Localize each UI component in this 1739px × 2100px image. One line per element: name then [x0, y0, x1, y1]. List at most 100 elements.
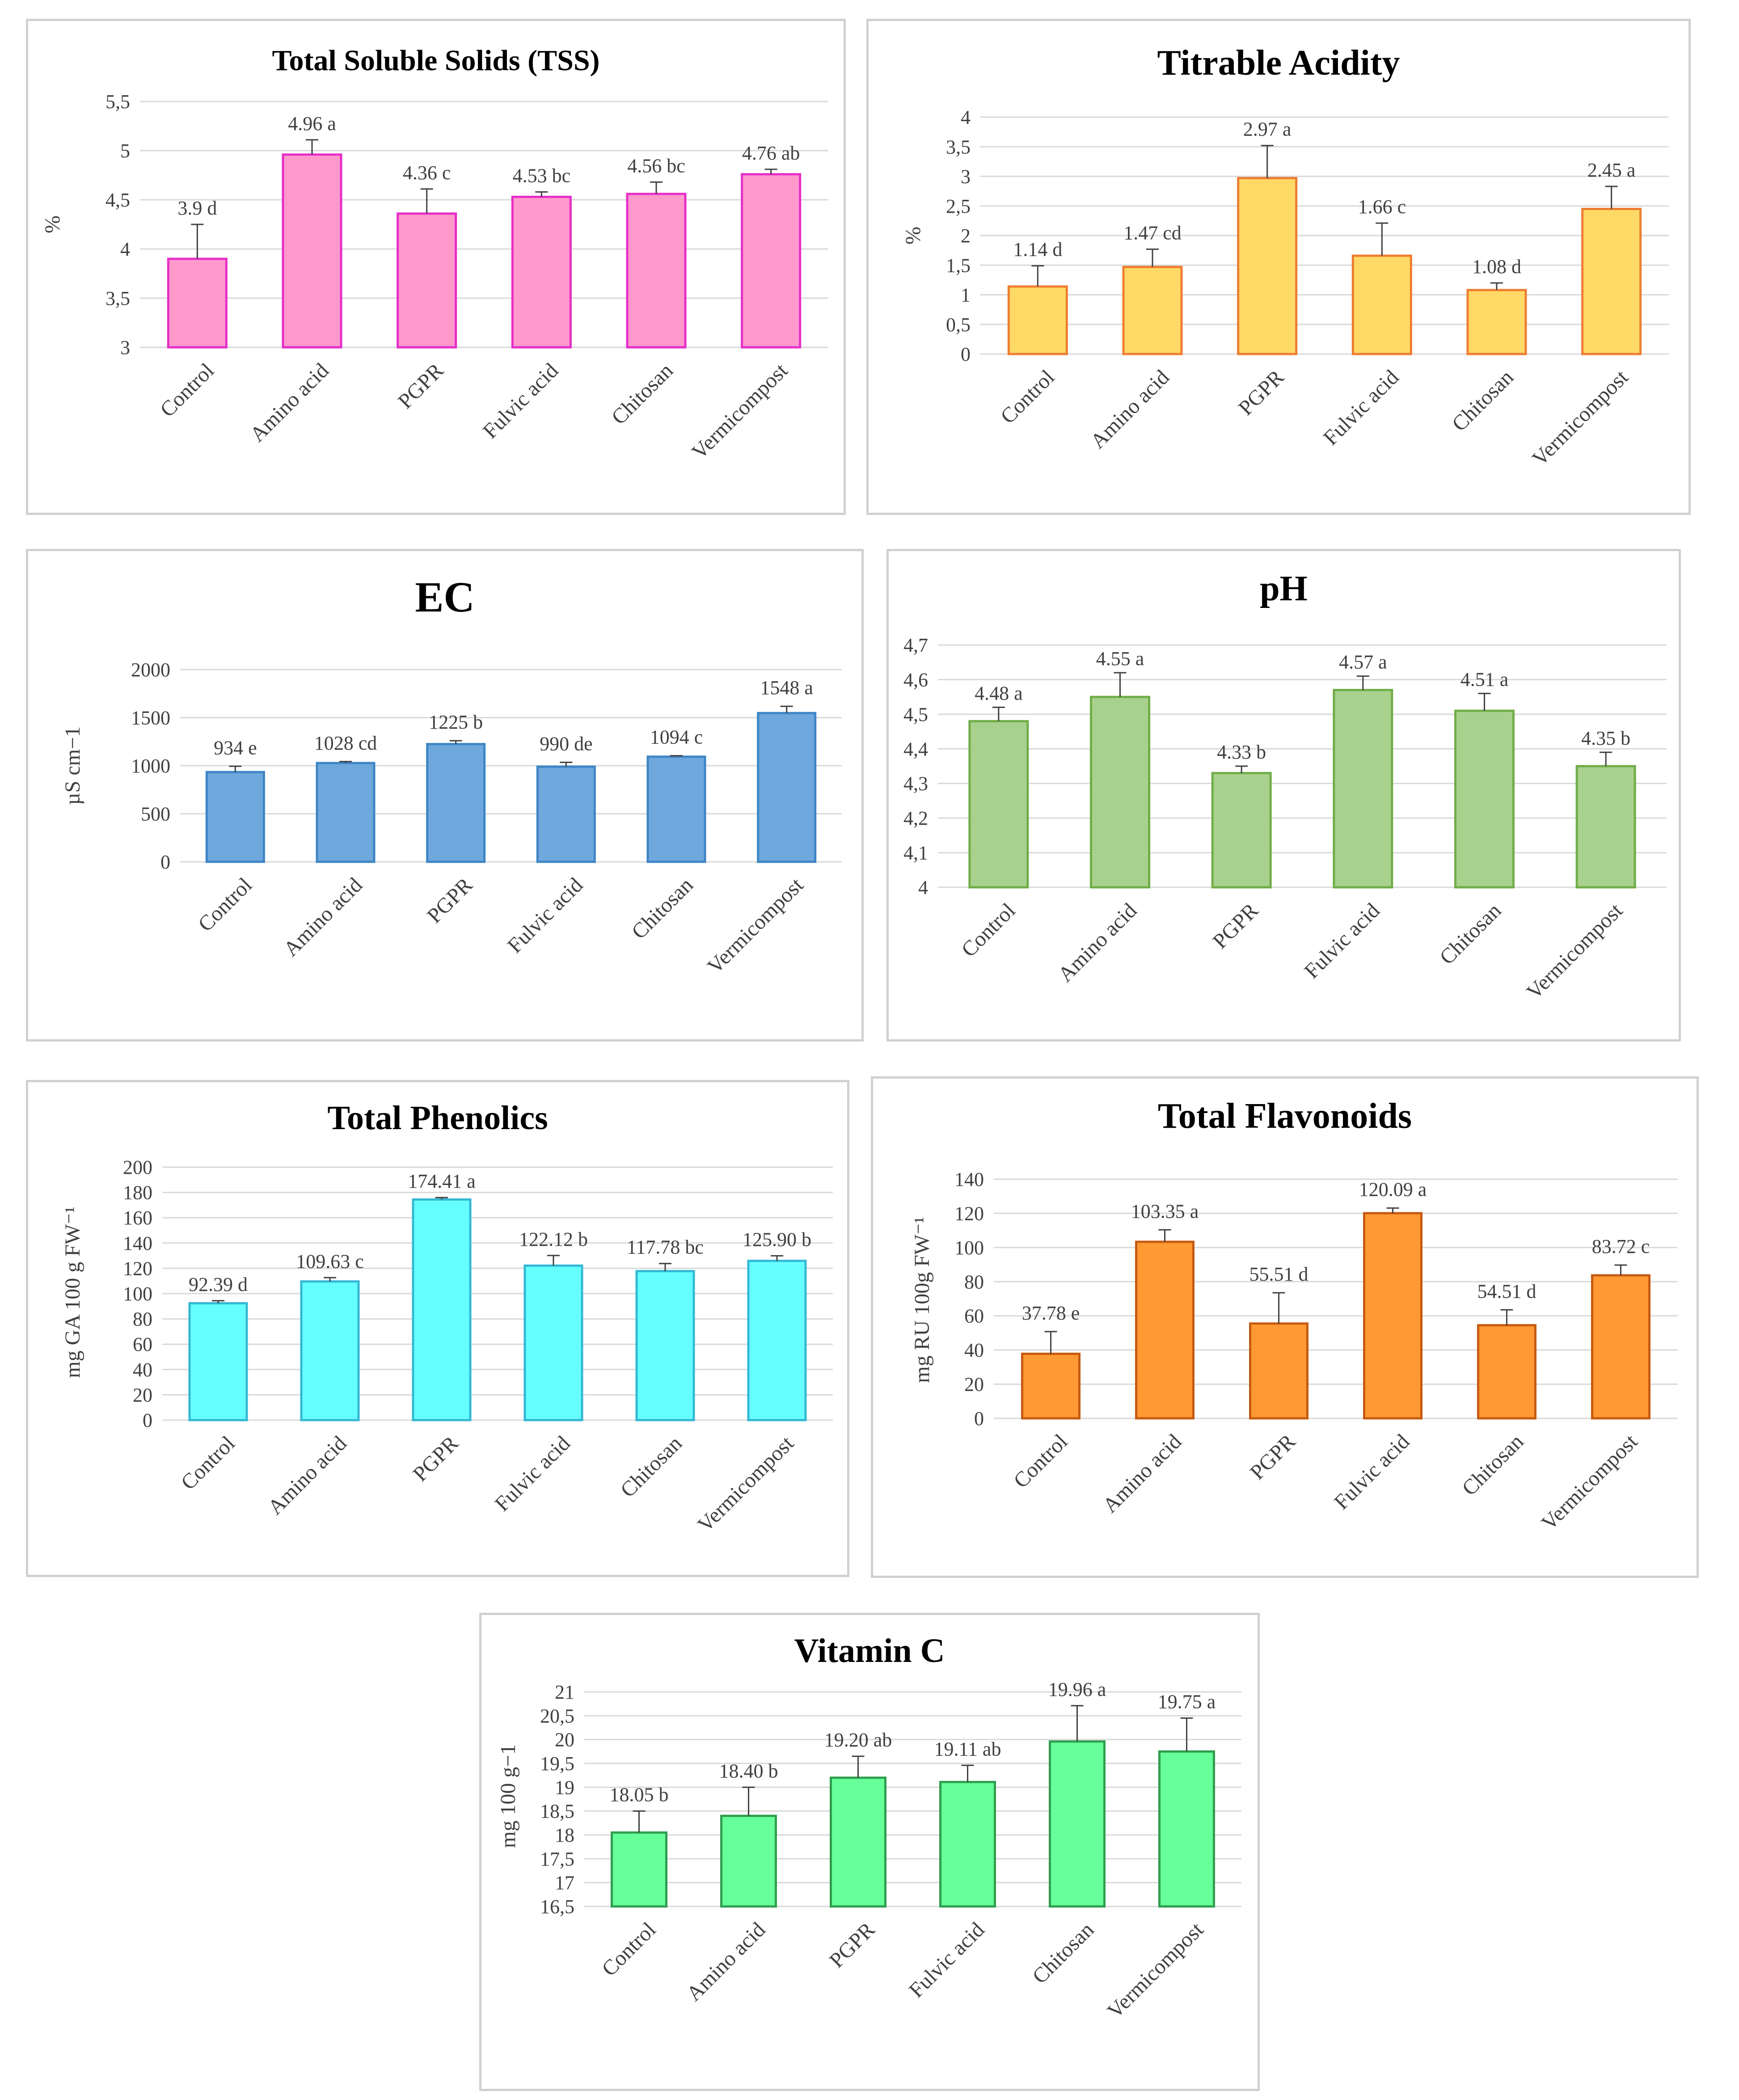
y-tick-label: 180 [123, 1182, 152, 1204]
category-label: PGPR [408, 1431, 463, 1486]
data-label: 4.56 bc [627, 155, 685, 177]
y-tick-label: 2000 [131, 659, 170, 681]
y-tick-label: 2 [961, 225, 971, 247]
y-tick-label: 1 [961, 284, 971, 306]
data-label: 4.33 b [1217, 741, 1266, 763]
category-label: PGPR [1234, 365, 1288, 420]
bar-amino-acid [316, 762, 376, 863]
chart-svg-tss: Total Soluble Solids (TSS) 3 3,5 4 4,5 5 5,5% 3… [41, 44, 828, 464]
y-tick-label: 20,5 [540, 1705, 574, 1727]
data-label: 1094 c [650, 726, 703, 748]
y-tick-label: 60 [964, 1305, 984, 1327]
y-tick-label: 4 [918, 877, 928, 898]
y-tick-label: 4,1 [903, 842, 928, 864]
chart-panel-ec: EC 0 500 1000 1500 2000 µS cm−1 934 e Control 102… [26, 549, 864, 1042]
chart-panel-total-phenolics: Total Phenolics 0 20 40 60 80 100 120 140 160 180 2… [26, 1080, 849, 1577]
y-tick-label: 1000 [131, 755, 170, 777]
y-tick-label: 160 [123, 1207, 152, 1229]
y-tick-label: 16,5 [540, 1896, 574, 1918]
data-label: 2.45 a [1587, 159, 1636, 181]
category-label: Vermicompost [703, 873, 808, 978]
bar-pgpr [397, 212, 457, 349]
bar-vermicompost [747, 1260, 807, 1421]
y-tick-label: 17,5 [540, 1848, 574, 1870]
bar-amino-acid [282, 153, 342, 349]
bar-chitosan [1477, 1324, 1536, 1420]
data-label: 4.76 ab [742, 142, 800, 164]
y-tick-label: 80 [133, 1308, 152, 1330]
data-label: 4.36 c [403, 162, 451, 184]
data-label: 934 e [214, 737, 257, 759]
y-tick-label: 3,5 [106, 287, 130, 309]
y-tick-label: 1500 [131, 707, 170, 729]
data-label: 1.08 d [1472, 256, 1521, 278]
bar-amino-acid [300, 1280, 360, 1421]
bar-vermicompost [1581, 207, 1642, 355]
y-tick-label: 20 [555, 1729, 574, 1751]
bar-chitosan [1454, 709, 1515, 889]
bar-control [1007, 285, 1068, 355]
bar-fulvic-acid [511, 195, 572, 349]
y-tick-label: 40 [964, 1339, 984, 1361]
y-tick-label: 200 [123, 1156, 152, 1178]
chart-svg-phenolics: Total Phenolics 0 20 40 60 80 100 120 140 160 180 2… [61, 1099, 833, 1537]
data-label: 55.51 d [1249, 1263, 1308, 1285]
bar-chitosan [1049, 1740, 1106, 1908]
y-tick-label: 5 [120, 140, 130, 162]
y-tick-label: 18,5 [540, 1801, 574, 1822]
y-tick-label: 0 [160, 851, 170, 873]
y-tick-label: 17 [555, 1872, 574, 1894]
bar-control [1021, 1353, 1081, 1420]
bar-vermicompost [1591, 1274, 1650, 1420]
y-axis-label: % [41, 215, 64, 233]
y-tick-label: 4 [961, 106, 971, 128]
y-tick-label: 3,5 [946, 136, 971, 158]
chart-title: Total Phenolics [327, 1099, 548, 1137]
data-label: 109.63 c [296, 1250, 364, 1272]
bar-vermicompost [757, 712, 817, 863]
y-tick-label: 19,5 [540, 1753, 574, 1775]
category-label: PGPR [393, 358, 448, 413]
data-label: 117.78 bc [627, 1236, 704, 1258]
data-label: 1.14 d [1013, 239, 1062, 261]
category-label: Chitosan [616, 1431, 687, 1502]
y-tick-label: 1,5 [946, 254, 971, 276]
chart-panel-tss: Total Soluble Solids (TSS) 3 3,5 4 4,5 5 5,5% 3… [26, 19, 846, 515]
y-tick-label: 80 [964, 1271, 984, 1293]
category-label: PGPR [422, 873, 477, 928]
y-tick-label: 60 [133, 1333, 152, 1355]
bar-fulvic-acid [523, 1264, 583, 1421]
bar-pgpr [1211, 772, 1272, 889]
data-label: 19.75 a [1158, 1691, 1216, 1713]
category-label: Control [996, 365, 1059, 428]
chart-title: Vitamin C [794, 1632, 945, 1670]
data-label: 92.39 d [189, 1273, 248, 1295]
category-label: Amino acid [245, 358, 333, 447]
data-label: 18.40 b [719, 1760, 778, 1782]
bar-control [968, 720, 1029, 889]
chart-title: EC [415, 573, 474, 621]
bar-pgpr [412, 1198, 472, 1421]
category-label: Vermicompost [1522, 898, 1628, 1004]
chart-title: Total Flavonoids [1158, 1096, 1412, 1136]
data-label: 4.55 a [1096, 648, 1144, 670]
y-tick-label: 0 [143, 1409, 152, 1431]
y-tick-label: 4,3 [903, 773, 928, 795]
bar-control [188, 1302, 248, 1421]
data-label: 1548 a [760, 677, 813, 699]
chart-svg-ec: EC 0 500 1000 1500 2000 µS cm−1 934 e Control 102… [61, 573, 842, 978]
category-label: Vermicompost [1528, 365, 1633, 471]
data-label: 19.20 ab [824, 1729, 892, 1751]
category-label: Chitosan [1448, 365, 1518, 436]
data-label: 3.9 d [177, 197, 217, 219]
y-axis-label: mg GA 100 g FW⁻¹ [61, 1206, 84, 1378]
bar-chitosan [635, 1270, 695, 1421]
data-label: 4.53 bc [513, 164, 571, 186]
y-tick-label: 19 [555, 1776, 574, 1798]
y-tick-label: 3 [961, 166, 971, 188]
data-label: 19.11 ab [934, 1738, 1001, 1760]
y-tick-label: 20 [133, 1384, 152, 1406]
data-label: 1.66 c [1358, 196, 1406, 218]
category-label: Chitosan [607, 358, 678, 429]
data-label: 37.78 e [1022, 1302, 1080, 1324]
